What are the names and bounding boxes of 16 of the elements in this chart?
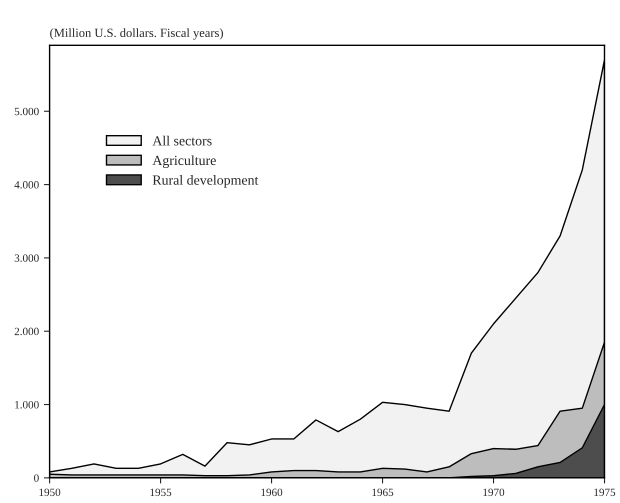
- y-tick-label: 5.000: [14, 108, 39, 116]
- y-tick-label: 4.000: [14, 181, 39, 189]
- x-tick-label: 1970: [483, 488, 504, 496]
- y-tick-label: 3.000: [14, 254, 39, 262]
- chart-title: (Million U.S. dollars. Fiscal years): [50, 28, 223, 40]
- legend-label: All sectors: [152, 136, 212, 146]
- x-tick-label: 1955: [150, 488, 172, 496]
- y-tick-label: 1.000: [15, 400, 39, 409]
- x-tick-label: 1960: [261, 488, 282, 496]
- legend-label: Rural development: [152, 175, 258, 188]
- x-tick-label: 1975: [594, 488, 616, 496]
- x-tick-label: 1950: [39, 488, 60, 496]
- y-tick-label: 0: [34, 474, 39, 482]
- legend-label: Agriculture: [152, 155, 216, 168]
- y-tick-label: 2.000: [14, 328, 39, 336]
- x-tick-label: 1965: [372, 488, 394, 496]
